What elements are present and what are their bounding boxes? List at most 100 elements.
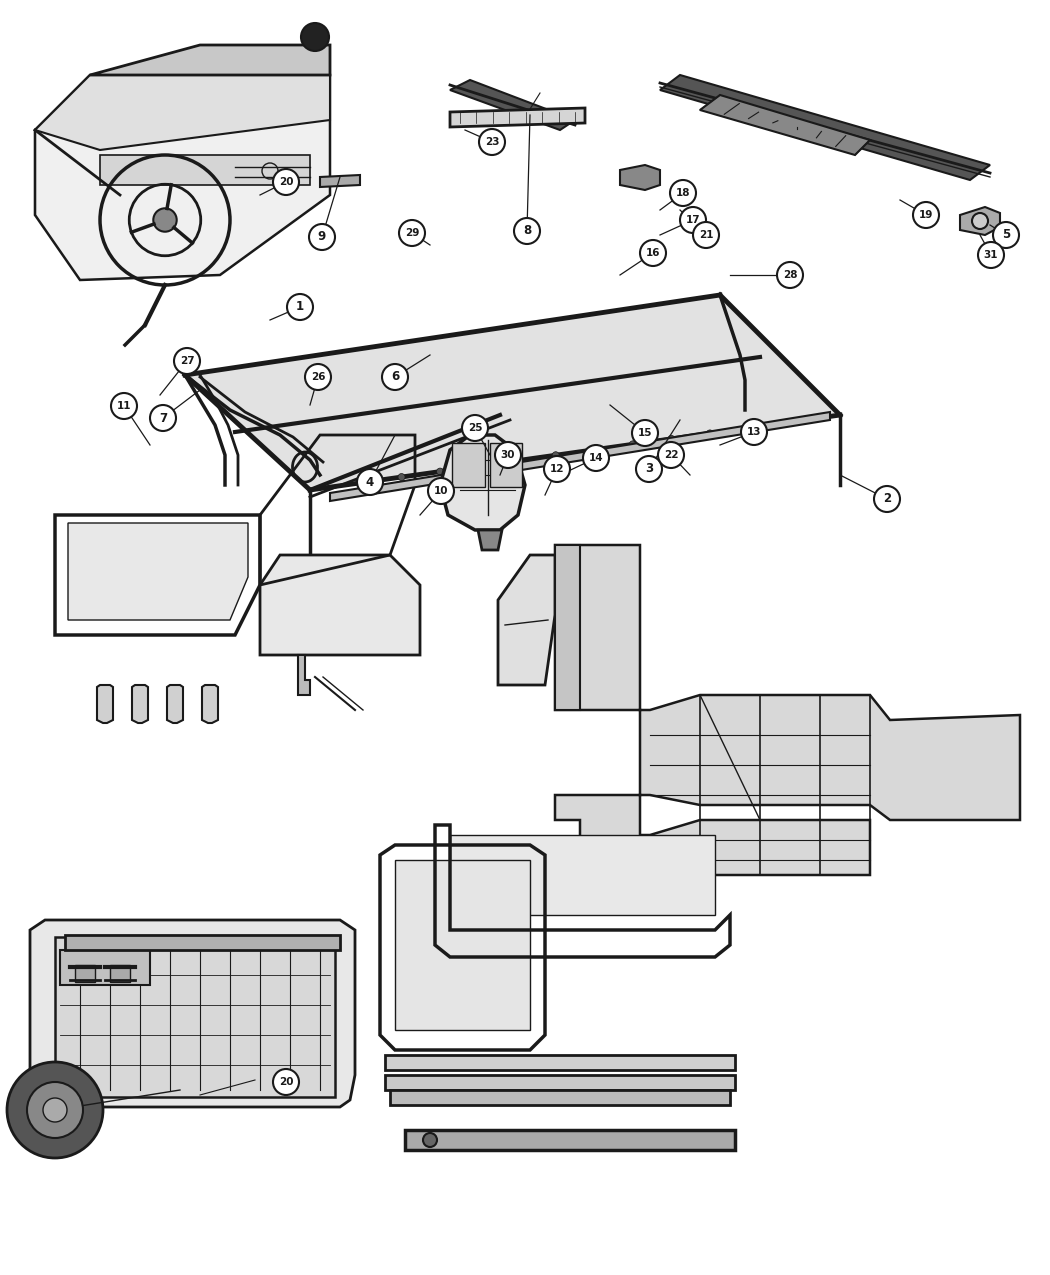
Text: 20: 20 (278, 177, 293, 187)
Polygon shape (450, 80, 575, 130)
Polygon shape (450, 835, 715, 915)
Polygon shape (272, 565, 408, 645)
Circle shape (153, 208, 176, 232)
Circle shape (437, 468, 443, 476)
Circle shape (544, 456, 570, 482)
Circle shape (428, 478, 454, 504)
Circle shape (741, 419, 766, 445)
Circle shape (43, 1098, 67, 1122)
Text: 21: 21 (698, 230, 713, 240)
Polygon shape (65, 935, 340, 950)
Polygon shape (75, 965, 94, 982)
Circle shape (27, 1082, 83, 1139)
Text: 1: 1 (296, 301, 304, 314)
Text: 3: 3 (645, 463, 653, 476)
Text: 16: 16 (646, 249, 660, 258)
Polygon shape (555, 544, 580, 710)
Circle shape (309, 224, 335, 250)
Circle shape (777, 261, 803, 288)
Text: 19: 19 (919, 210, 933, 221)
Polygon shape (478, 530, 502, 550)
Text: 12: 12 (550, 464, 564, 474)
Text: 4: 4 (365, 476, 374, 488)
Text: 11: 11 (117, 402, 131, 411)
Polygon shape (90, 45, 330, 75)
Circle shape (513, 458, 521, 464)
Polygon shape (330, 412, 830, 501)
Text: 7: 7 (159, 412, 167, 425)
Polygon shape (35, 75, 330, 150)
Text: 15: 15 (637, 428, 652, 439)
Polygon shape (452, 442, 485, 487)
Circle shape (398, 473, 405, 481)
Circle shape (7, 1062, 103, 1158)
Circle shape (636, 456, 662, 482)
Circle shape (670, 180, 696, 207)
Circle shape (744, 425, 752, 431)
Text: 13: 13 (747, 427, 761, 437)
Circle shape (552, 451, 560, 459)
Circle shape (707, 430, 713, 437)
Text: 8: 8 (523, 224, 531, 237)
Circle shape (629, 441, 636, 448)
Circle shape (914, 201, 939, 228)
Polygon shape (700, 96, 870, 156)
Text: 20: 20 (278, 1077, 293, 1088)
Polygon shape (450, 108, 585, 128)
Circle shape (304, 363, 331, 390)
Circle shape (993, 222, 1018, 249)
Polygon shape (55, 937, 335, 1096)
Circle shape (423, 1133, 437, 1148)
Polygon shape (167, 685, 183, 723)
Circle shape (680, 207, 706, 233)
Circle shape (174, 348, 200, 374)
Polygon shape (185, 295, 840, 490)
Polygon shape (260, 555, 420, 655)
Circle shape (479, 129, 505, 156)
Circle shape (514, 218, 540, 244)
Text: 29: 29 (405, 228, 419, 238)
Polygon shape (132, 685, 148, 723)
Polygon shape (97, 685, 113, 723)
Polygon shape (68, 523, 248, 620)
Circle shape (111, 393, 136, 419)
Polygon shape (490, 442, 522, 487)
Circle shape (583, 445, 609, 470)
Circle shape (495, 442, 521, 468)
Circle shape (783, 419, 791, 426)
Text: 6: 6 (391, 371, 399, 384)
Text: 18: 18 (676, 187, 690, 198)
Text: 9: 9 (318, 231, 327, 244)
Circle shape (874, 486, 900, 513)
Circle shape (357, 469, 383, 495)
Text: 26: 26 (311, 372, 326, 382)
Circle shape (359, 479, 366, 486)
Polygon shape (620, 164, 660, 190)
Polygon shape (660, 75, 990, 180)
Polygon shape (385, 1075, 735, 1090)
Circle shape (287, 295, 313, 320)
Polygon shape (960, 207, 1000, 235)
Polygon shape (35, 75, 330, 280)
Text: 27: 27 (180, 356, 194, 366)
Text: 10: 10 (434, 486, 448, 496)
Text: 23: 23 (485, 136, 499, 147)
Circle shape (668, 435, 675, 442)
Circle shape (399, 221, 425, 246)
Polygon shape (100, 156, 310, 185)
Circle shape (640, 240, 666, 266)
Circle shape (632, 419, 658, 446)
Polygon shape (385, 1054, 735, 1070)
Text: 25: 25 (467, 423, 482, 434)
Circle shape (591, 446, 597, 454)
Circle shape (273, 170, 299, 195)
Circle shape (658, 442, 684, 468)
Text: 14: 14 (589, 453, 604, 463)
Polygon shape (405, 1130, 735, 1150)
Polygon shape (390, 1090, 730, 1105)
Circle shape (382, 363, 408, 390)
Polygon shape (298, 655, 310, 695)
Polygon shape (395, 861, 530, 1030)
Text: 30: 30 (501, 450, 516, 460)
Text: 28: 28 (782, 270, 797, 280)
